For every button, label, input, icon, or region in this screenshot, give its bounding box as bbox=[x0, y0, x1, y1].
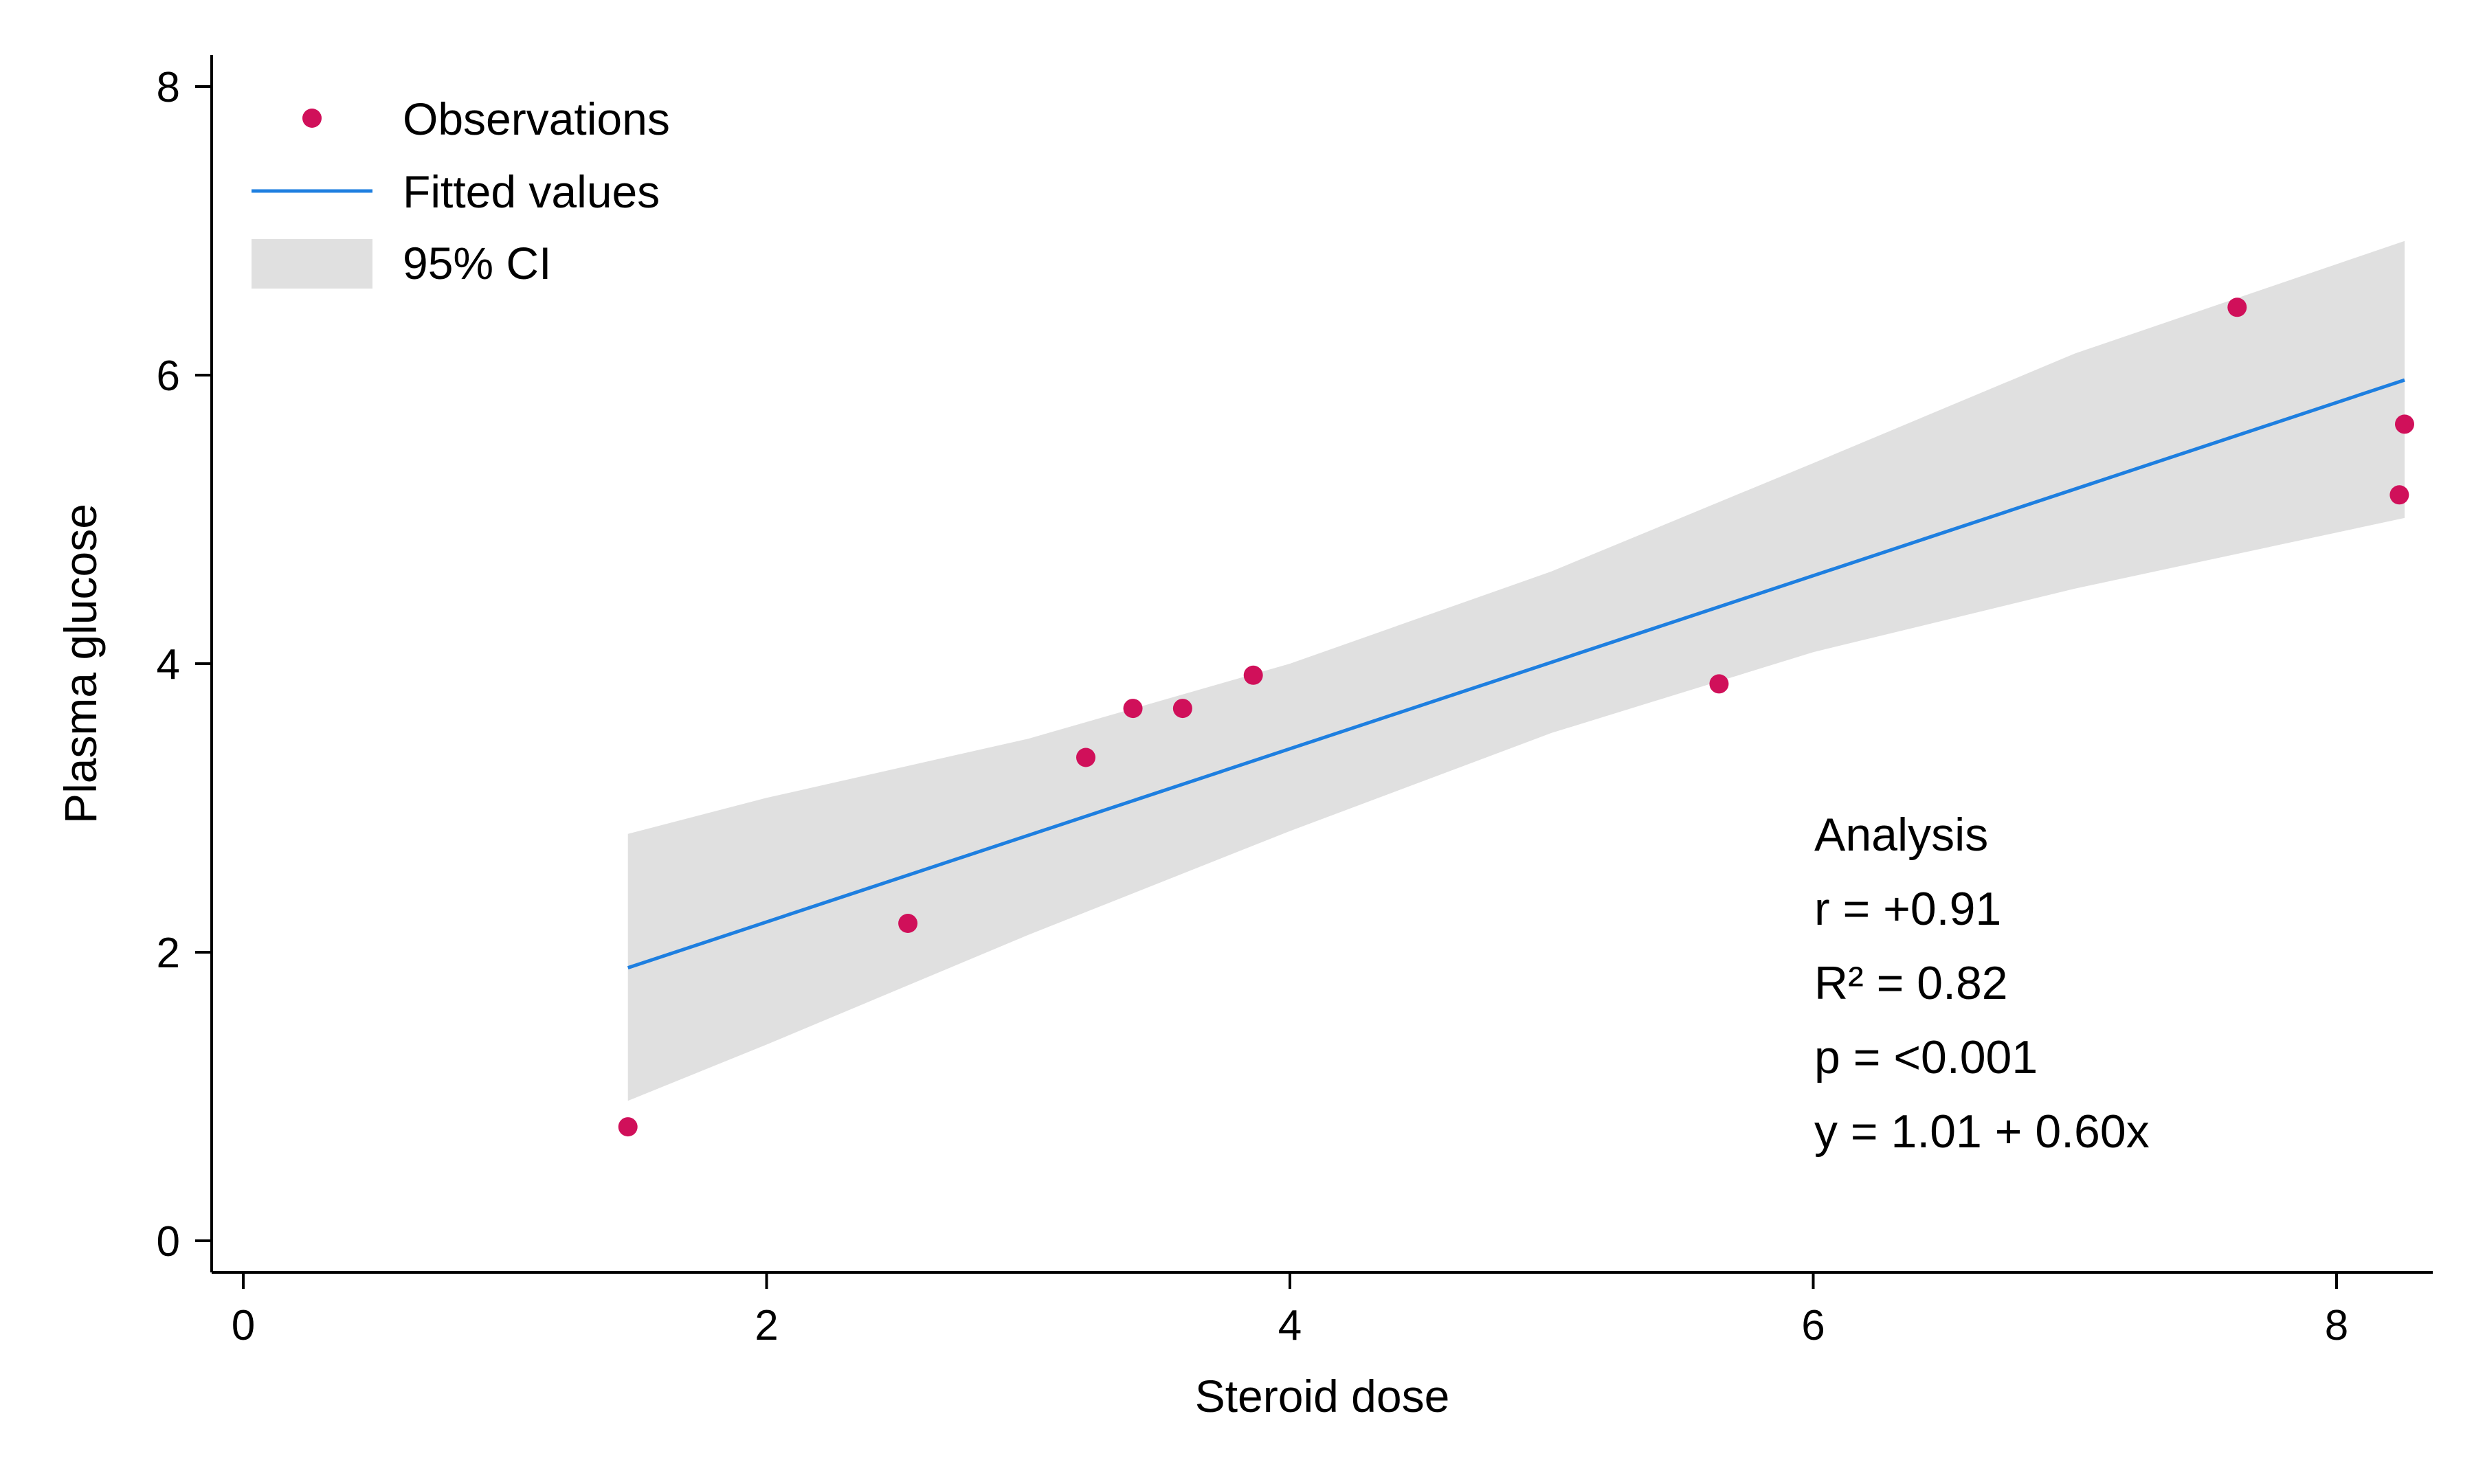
x-tick-label: 8 bbox=[2325, 1302, 2348, 1349]
observation-point bbox=[1243, 665, 1263, 685]
x-axis-title: Steroid dose bbox=[1195, 1371, 1450, 1421]
observation-points-layer bbox=[618, 297, 2414, 1137]
annotation-heading: Analysis bbox=[1814, 809, 1988, 861]
ci-band-layer bbox=[627, 240, 2405, 1101]
fitted-line bbox=[627, 378, 2405, 970]
observation-point bbox=[898, 914, 918, 933]
x-tick-label: 4 bbox=[1278, 1302, 1302, 1349]
analysis-annotation: Analysis r = +0.91 R² = 0.82 p = <0.001 … bbox=[1814, 809, 2150, 1158]
legend-swatch-ci bbox=[252, 239, 372, 289]
annotation-p-value: p = <0.001 bbox=[1814, 1031, 2038, 1083]
y-axis-title: Plasma glucose bbox=[55, 504, 106, 824]
x-tick-label: 6 bbox=[1801, 1302, 1825, 1349]
y-tick-label: 6 bbox=[157, 352, 180, 400]
legend-marker-observations bbox=[302, 109, 322, 128]
annotation-r: r = +0.91 bbox=[1814, 883, 2001, 935]
observation-point bbox=[2227, 297, 2247, 317]
y-tick-label: 0 bbox=[157, 1218, 180, 1266]
annotation-r-squared: R² = 0.82 bbox=[1814, 957, 2008, 1009]
y-tick-label: 8 bbox=[157, 64, 180, 111]
observation-point bbox=[1709, 674, 1729, 694]
annotation-equation: y = 1.01 + 0.60x bbox=[1814, 1105, 2150, 1158]
y-tick-label: 2 bbox=[157, 930, 180, 977]
x-tick-label: 2 bbox=[755, 1302, 778, 1349]
observation-point bbox=[2389, 485, 2409, 505]
legend-label-fitted: Fitted values bbox=[403, 166, 660, 217]
observation-point bbox=[1123, 699, 1143, 719]
observation-point bbox=[1076, 747, 1096, 767]
y-axis-ticks: 0 2 4 6 8 bbox=[157, 64, 212, 1266]
observation-point bbox=[1172, 699, 1192, 719]
legend: Observations Fitted values 95% CI bbox=[252, 93, 670, 289]
legend-label-observations: Observations bbox=[403, 93, 670, 144]
observation-point bbox=[618, 1117, 638, 1137]
y-tick-label: 4 bbox=[157, 641, 180, 688]
fit-line-layer bbox=[627, 378, 2405, 970]
legend-label-ci: 95% CI bbox=[403, 238, 551, 289]
x-tick-label: 0 bbox=[232, 1302, 255, 1349]
ci-band bbox=[627, 240, 2405, 1101]
x-axis-ticks: 0 2 4 6 8 bbox=[232, 1272, 2348, 1349]
observation-point bbox=[2394, 414, 2414, 434]
